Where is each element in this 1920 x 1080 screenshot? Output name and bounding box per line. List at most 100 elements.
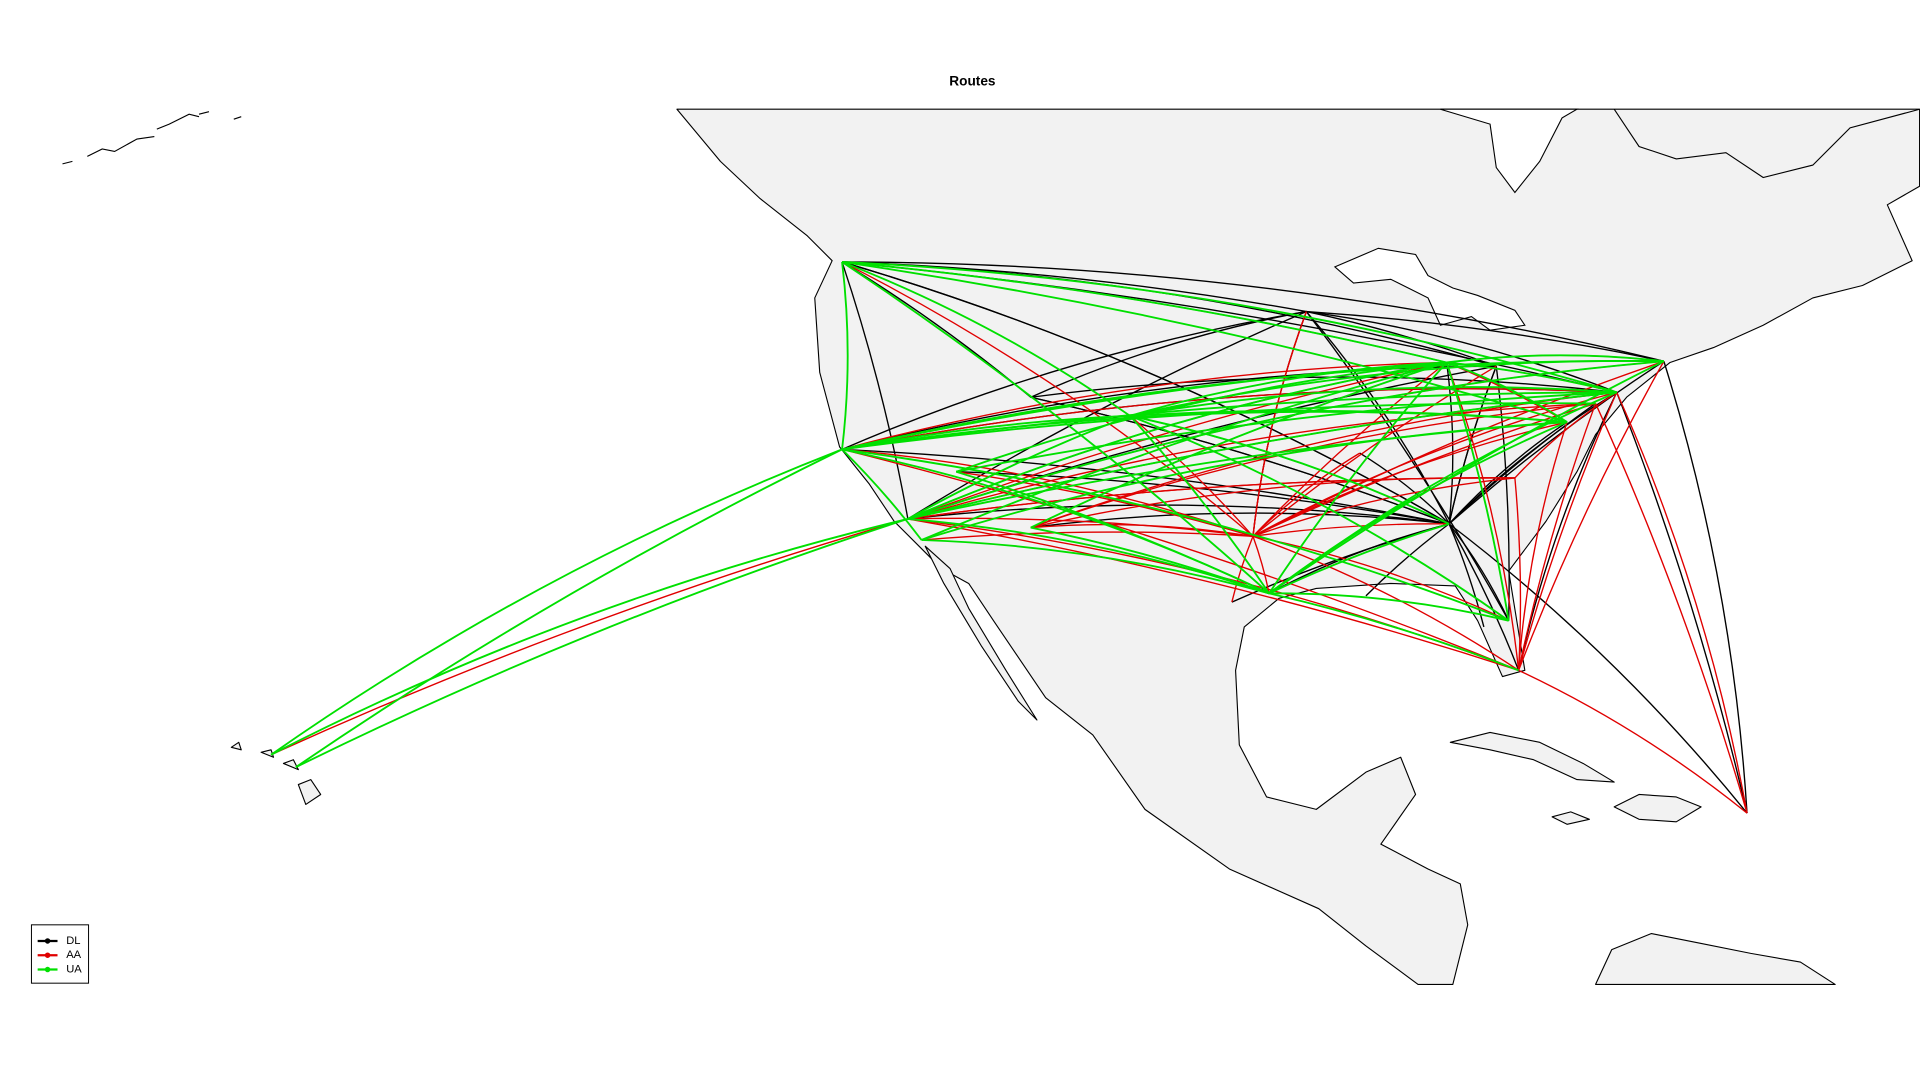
route-line [841, 448, 1519, 671]
route-line [921, 421, 1568, 541]
route-line [1518, 669, 1748, 814]
jamaica [1551, 811, 1590, 825]
legend-label: AA [66, 949, 81, 961]
route-line [841, 310, 1307, 451]
route-line [1517, 421, 1568, 671]
route-line [1252, 360, 1665, 537]
route-line [841, 261, 1447, 364]
route-line [1252, 402, 1596, 537]
route-line [270, 448, 843, 756]
routes [270, 261, 1748, 814]
route-line [1616, 392, 1748, 814]
hawaii-big [297, 779, 322, 805]
route-line [1129, 415, 1254, 537]
route-line [1129, 386, 1617, 417]
route-line [907, 360, 1664, 520]
greenland [1613, 108, 1920, 179]
route-line [1130, 409, 1568, 423]
route-line [1030, 361, 1447, 529]
route-line [1448, 360, 1665, 525]
hispaniola [1613, 793, 1702, 823]
route-line [841, 261, 849, 450]
route-line [842, 448, 1450, 525]
route-line [1495, 366, 1510, 621]
route-line [907, 504, 1450, 525]
route-line [295, 448, 843, 768]
route-line [907, 518, 1519, 671]
hawaii-maui [282, 759, 299, 771]
route-line [907, 517, 1270, 595]
route-line [1269, 592, 1509, 622]
route-line [1517, 360, 1665, 671]
route-line [1446, 354, 1664, 364]
route-line [1268, 522, 1450, 595]
route-line [1252, 536, 1270, 594]
route-line [1448, 523, 1748, 814]
route-line [842, 261, 1617, 394]
legend-dot [44, 966, 51, 973]
route-line [1445, 362, 1510, 621]
cuba [1449, 731, 1615, 783]
route-line [956, 471, 1254, 537]
route-line [1448, 523, 1510, 621]
route-line [1663, 361, 1748, 814]
route-line [841, 261, 1131, 417]
route-line [1445, 362, 1520, 671]
route-line [1616, 391, 1748, 814]
route-line [1306, 310, 1665, 362]
route-line [1129, 414, 1510, 622]
great-lakes [1333, 247, 1526, 331]
route-line [270, 517, 909, 756]
south-america [1595, 932, 1836, 985]
route-line [841, 261, 909, 520]
route-line [1448, 523, 1485, 628]
route-line [1252, 361, 1448, 537]
route-line [921, 531, 1254, 541]
aleutians [62, 111, 242, 165]
route-line [841, 261, 1254, 537]
baja [924, 545, 1038, 721]
route-line [1268, 360, 1665, 595]
route-line [1129, 359, 1664, 417]
hudson-bay [1440, 108, 1580, 194]
route-line [907, 414, 1131, 520]
legend-label: UA [66, 963, 82, 975]
basemap [62, 108, 1920, 985]
hawaii-kauai [230, 741, 242, 751]
route-line [841, 448, 923, 541]
legend-dot [44, 938, 51, 944]
route-line [921, 539, 1270, 595]
route-line [956, 391, 1617, 473]
route-line [956, 470, 1270, 595]
route-line [1306, 310, 1497, 367]
route-line [1448, 421, 1568, 525]
legend-label: DL [66, 935, 80, 947]
route-line [841, 261, 1450, 525]
route-line [1129, 415, 1270, 594]
route-line [1129, 414, 1450, 525]
route-line [1514, 391, 1618, 479]
route-line [842, 261, 1665, 362]
route-line [841, 261, 1270, 595]
route-line [1030, 526, 1270, 595]
route-line [1517, 392, 1618, 671]
route-line [1030, 376, 1617, 398]
route-line [1517, 403, 1597, 671]
route-line [841, 414, 1131, 451]
route-line [907, 361, 1447, 520]
route-line [1594, 403, 1748, 814]
legend-box [30, 924, 90, 984]
route-line [841, 448, 1510, 622]
route-line [270, 518, 909, 756]
legend: DL AA UA [30, 924, 90, 984]
route-line [1359, 452, 1450, 525]
route-line [1446, 361, 1617, 394]
route-line [907, 310, 1307, 520]
route-line [1030, 310, 1307, 398]
route-line [1514, 477, 1522, 671]
route-line [1268, 592, 1519, 672]
route-line [841, 261, 1568, 423]
route-line [1252, 535, 1519, 671]
